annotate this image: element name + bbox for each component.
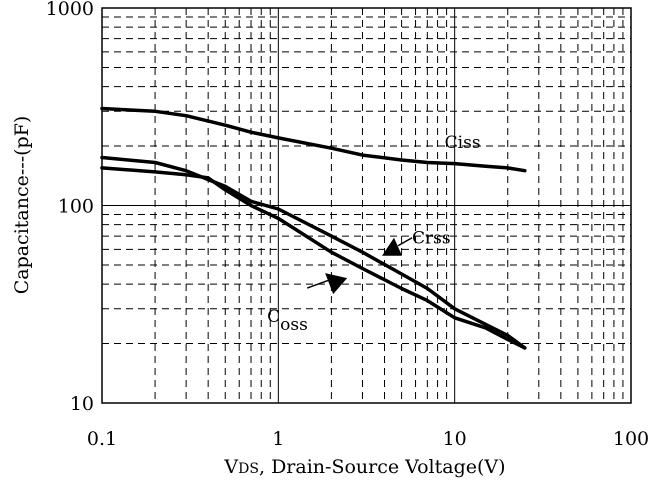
x-tick-label: 100 (613, 428, 649, 450)
crss-arrow-head (382, 237, 403, 256)
series (100, 106, 527, 350)
y-tick-label: 1000 (46, 0, 94, 20)
coss-arrow-line (306, 279, 330, 289)
x-tick-label: 10 (443, 428, 467, 450)
x-tick-label: 1 (272, 428, 284, 450)
tick-labels: 0.1 1 10 100 10 100 1000 (46, 0, 649, 450)
annotations: Ciss Crss Coss (267, 133, 480, 335)
series-line-ciss (100, 106, 527, 173)
x-axis-label: VDS, Drain-Source Voltage(V) (223, 456, 505, 478)
y-tick-label: 100 (58, 196, 94, 218)
label-ciss: Ciss (445, 133, 481, 153)
grid (101, 7, 632, 404)
crss-arrow-line (397, 237, 413, 247)
label-crss: Crss (412, 229, 451, 249)
y-axis-label: Capacitance---(pF) (11, 116, 33, 295)
x-tick-label: 0.1 (87, 428, 117, 450)
plot-frame (101, 7, 632, 404)
coss-arrow-head (325, 273, 348, 295)
series-line-crss (100, 155, 527, 350)
series-line-coss (100, 166, 527, 350)
y-tick-label: 10 (70, 393, 94, 415)
label-coss: Coss (267, 307, 308, 335)
